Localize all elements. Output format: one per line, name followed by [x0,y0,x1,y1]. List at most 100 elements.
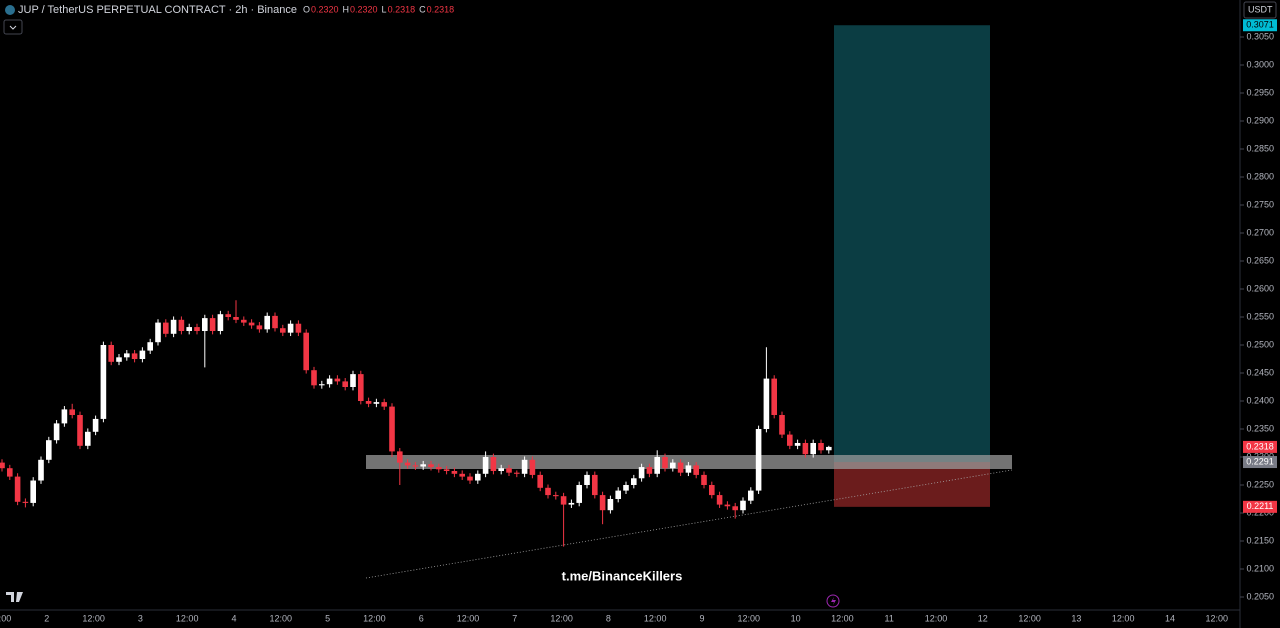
candle-body [553,495,559,497]
candle-body [771,378,777,415]
candle-body [607,499,614,511]
candle-body [490,457,497,471]
candle-body [170,319,177,334]
candle-body [163,322,169,334]
candle-body [287,323,294,333]
candle-body [46,440,52,460]
target-zone [834,25,990,463]
tv-logo [6,592,23,602]
ohlc-key: C [419,4,426,14]
x-tick-label: 12:00 [550,613,573,623]
candle-body [326,378,333,385]
candle-body [303,332,309,371]
candle-body [794,443,801,446]
y-tick-label: 0.2800 [1246,171,1274,181]
candle-body [740,500,746,511]
candle-body [802,443,809,455]
candle-body [155,322,161,343]
watermark: t.me/BinanceKillers [562,568,683,583]
support-zone [366,455,1012,469]
y-tick-label: 0.2500 [1246,339,1274,349]
candle-body [615,490,621,499]
candle-body [506,468,512,473]
y-tick-label: 0.2750 [1246,199,1274,209]
x-tick-label: 13 [1071,613,1081,623]
ohlc-value: 0.2320 [350,4,378,14]
y-tick-label: 0.2100 [1246,563,1274,573]
x-tick-label: 12:00 [0,613,11,623]
candle-body [475,473,481,481]
candle-body [685,465,692,473]
price-label: 0.2318 [1246,441,1274,451]
candle-body [38,459,44,481]
y-tick-label: 0.2150 [1246,535,1274,545]
candle-body [350,374,356,387]
y-tick-label: 0.2050 [1246,591,1274,601]
candle-body [319,384,325,386]
candle-body [646,467,653,474]
x-tick-label: 12 [978,613,988,623]
candle-body [404,462,411,466]
candle-body [693,465,699,475]
y-tick-label: 0.2450 [1246,367,1274,377]
y-tick-label: 0.3050 [1246,31,1274,41]
candle-body [147,342,153,351]
candle-body [61,409,68,424]
x-tick-label: 12:00 [925,613,948,623]
candle-body [209,318,216,331]
candle-body [389,406,395,452]
x-tick-label: 8 [606,613,611,623]
price-label: 0.2291 [1246,456,1274,466]
lightning-shape [831,597,836,605]
x-tick-label: 7 [512,613,517,623]
candle-body [77,415,83,446]
candle-body [53,423,60,441]
candle-body [233,317,239,320]
candle-body [124,353,130,358]
candle-body [397,451,403,463]
candle-body [178,319,185,331]
candle-body [826,446,832,451]
candle-body [241,319,247,323]
candle-body [381,402,387,407]
candle-body [592,474,598,496]
ohlc-key: L [382,4,387,14]
currency-button[interactable] [1243,1,1277,19]
candle-body [412,465,419,467]
price-label-bg [1243,500,1277,513]
candle-body [295,323,302,333]
candle-body [217,314,224,331]
candle-body [108,345,114,362]
candle-body [514,472,520,474]
candle-body [576,485,582,503]
y-tick-label: 0.2600 [1246,283,1274,293]
candle-body [732,506,738,511]
x-tick-label: 12:00 [738,613,761,623]
candle-body [677,462,684,473]
candle-body [428,464,434,468]
candle-body [701,474,707,485]
trend-line [365,469,1013,579]
candle-body [342,381,348,387]
x-tick-label: 12:00 [1018,613,1041,623]
x-tick-label: 12:00 [831,613,854,623]
currency-label: USDT [1248,4,1273,14]
collapse-button[interactable] [3,19,23,35]
candle-body [498,468,504,471]
candle-body [22,501,29,503]
x-tick-label: 12:00 [363,613,386,623]
candle-body [670,462,676,469]
x-tick-label: 12:00 [457,613,480,623]
ohlc-value: 0.2318 [388,4,416,14]
candle-body [248,322,255,326]
ohlc-key: O [303,4,310,14]
candle-body [69,409,75,415]
candle-body [818,443,824,451]
candle-body [373,402,380,404]
candle-body [568,502,575,505]
candle-body [443,469,450,471]
lightning-icon[interactable] [826,594,840,608]
candle-body [85,431,91,446]
